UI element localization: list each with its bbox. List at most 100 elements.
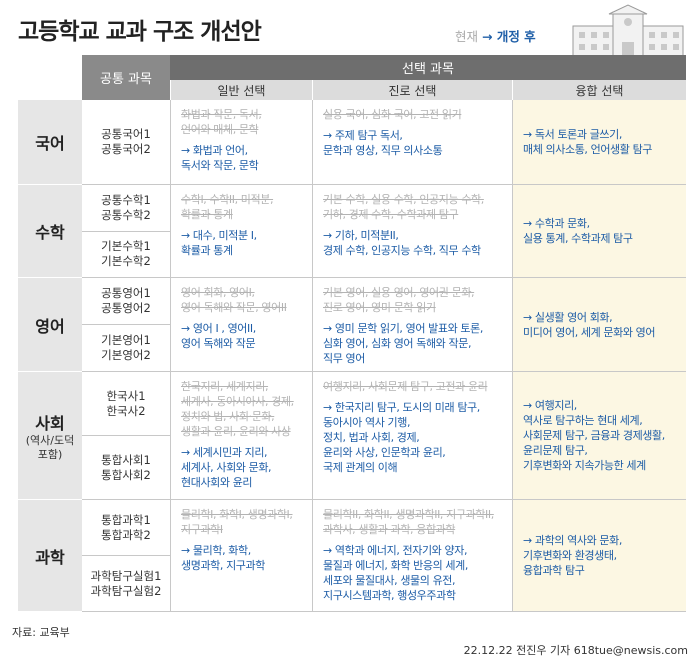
- common-group: 기본수학1 기본수학2: [82, 230, 170, 278]
- new-subject: → 물리학, 화학,: [181, 544, 251, 557]
- subject-name: 수학: [35, 223, 65, 242]
- fusion-cell: → 실생활 영어 회화, 미디어 영어, 세계 문화와 영어: [512, 278, 686, 372]
- general-cell: 영어 회화, 영어I, 영어 독해와 작문, 영어II → 영어 I , 영어II,…: [170, 278, 312, 372]
- old-subject: 기본 수학, 실용 수학, 인공지능 수학,: [323, 193, 484, 206]
- new-subject: → 영미 문학 읽기, 영어 발표와 토론,: [323, 322, 483, 335]
- new-subject: → 대수, 미적분 I,: [181, 229, 257, 242]
- subject-note: 포함): [37, 447, 63, 461]
- fusion-subject: → 수학과 문화,: [523, 217, 590, 230]
- new-subject: → 주제 탐구 독서,: [323, 129, 403, 142]
- fusion-subject: → 과학의 역사와 문화,: [523, 534, 622, 547]
- fusion-subject: 사회문제 탐구, 금융과 경제생활,: [523, 429, 665, 442]
- common-group: 통합사회1 통합사회2: [82, 435, 170, 499]
- new-subject: 윤리와 사상, 인문학과 윤리,: [323, 446, 446, 459]
- new-subject: 심화 영어, 심화 영어 독해와 작문,: [323, 337, 472, 350]
- common-group: 통합과학1 통합과학2: [82, 500, 170, 555]
- common-subject: 공통수학2: [101, 207, 151, 222]
- career-cell: 물리학II, 화학II, 생명과학II, 지구과학II, 과학사, 생활과 과학,…: [312, 500, 512, 612]
- fusion-subject: 윤리문제 탐구,: [523, 444, 588, 457]
- legend: 현재 → 개정 후: [455, 26, 536, 45]
- common-subject: 통합사회2: [101, 467, 151, 482]
- column-header: 융합 선택: [512, 80, 686, 100]
- credit: 22.12.22 전진우 기자 618tue@newsis.com: [463, 644, 688, 657]
- fusion-subject: → 독서 토론과 글쓰기,: [523, 128, 622, 141]
- building-icon: [572, 4, 684, 56]
- new-subject: 생명과학, 지구과학: [181, 559, 265, 572]
- old-subject: 여행지리, 사회문제 탐구, 고전과 윤리: [323, 380, 488, 393]
- fusion-subject: 융합과학 탐구: [523, 564, 585, 577]
- common-group: 공통영어1 공통영어2: [82, 278, 170, 324]
- general-cell: 화법과 작문, 독서, 언어와 매체, 문학 → 화법과 언어, 독서와 작문, 문학: [170, 100, 312, 185]
- common-group: 한국사1 한국사2: [82, 372, 170, 435]
- subject-cell: 과학: [18, 500, 82, 612]
- subject-name: 과학: [35, 547, 65, 567]
- common-group: 공통수학1 공통수학2: [82, 185, 170, 231]
- old-subject: 실용 국어, 심화 국어, 고전 읽기: [323, 108, 462, 121]
- career-cell: 기본 영어, 실용 영어, 영어권 문화, 진로 영어, 영미 문학 읽기 → 영미…: [312, 278, 512, 372]
- column-header: 진로 선택: [312, 80, 512, 100]
- legend-before: 현재: [455, 29, 479, 44]
- old-subject: 기본 영어, 실용 영어, 영어권 문화,: [323, 286, 475, 299]
- subject-cell: 국어: [18, 100, 82, 185]
- fusion-subject: → 여행지리,: [523, 399, 577, 412]
- old-subject: 수학I, 수학II, 미적분,: [181, 193, 274, 206]
- common-subject: 과학탐구실험1: [90, 568, 162, 583]
- common-subject: 한국사2: [106, 403, 146, 418]
- general-cell: 수학I, 수학II, 미적분, 확률과 통계 → 대수, 미적분 I, 확률과 통계: [170, 185, 312, 278]
- fusion-subject: 미디어 영어, 세계 문화와 영어: [523, 325, 656, 339]
- common-subject: 공통국어1: [101, 127, 151, 141]
- fusion-cell: → 독서 토론과 글쓰기, 매체 의사소통, 언어생활 탐구: [512, 100, 686, 185]
- old-subject: 영어 회화, 영어I,: [181, 286, 255, 299]
- old-subject: 과학사, 생활과 과학, 융합과학: [323, 523, 456, 536]
- common-group: 공통국어1 공통국어2: [82, 100, 170, 184]
- general-cell: 한국지리, 세계지리, 세계사, 동아시아사, 경제, 정치와 법, 사회·문화, 생…: [170, 372, 312, 500]
- common-subject: 통합과학1: [101, 512, 151, 527]
- new-subject: 영어 독해와 작문: [181, 337, 256, 350]
- fusion-subject: 기후변화와 지속가능한 세계: [523, 459, 646, 472]
- new-subject: 현대사회와 윤리: [181, 476, 253, 489]
- common-cell: 한국사1 한국사2 통합사회1 통합사회2: [82, 372, 170, 500]
- common-subject: 한국사1: [106, 388, 146, 403]
- elective-header: 선택 과목: [170, 55, 686, 80]
- fusion-subject: 기후변화와 환경생태,: [523, 549, 617, 562]
- career-cell: 여행지리, 사회문제 탐구, 고전과 윤리 → 한국지리 탐구, 도시의 미래 탐…: [312, 372, 512, 500]
- common-cell: 공통수학1 공통수학2 기본수학1 기본수학2: [82, 185, 170, 278]
- old-subject: 화법과 작문, 독서,: [181, 108, 262, 121]
- common-cell: 공통영어1 공통영어2 기본영어1 기본영어2: [82, 278, 170, 372]
- old-subject: 영어 독해와 작문, 영어II: [181, 301, 287, 314]
- common-subject: 기본영어1: [101, 333, 151, 347]
- common-subject: 공통영어2: [101, 301, 151, 315]
- common-subject: 기본수학1: [101, 239, 151, 254]
- old-subject: 진로 영어, 영미 문학 읽기: [323, 301, 436, 314]
- common-subject: 공통국어2: [101, 142, 151, 156]
- old-subject: 정치와 법, 사회·문화,: [181, 410, 275, 423]
- fusion-subject: → 실생활 영어 회화,: [523, 310, 613, 324]
- new-subject: 확률과 통계: [181, 244, 233, 257]
- new-subject: → 화법과 언어,: [181, 144, 248, 157]
- fusion-cell: → 여행지리, 역사로 탐구하는 현대 세계, 사회문제 탐구, 금융과 경제생활,…: [512, 372, 686, 500]
- new-subject: 국제 관계의 이해: [323, 461, 398, 474]
- old-subject: 세계사, 동아시아사, 경제,: [181, 395, 294, 408]
- new-subject: 동아시아 역사 기행,: [323, 416, 411, 429]
- old-subject: 언어와 매체, 문학: [181, 123, 259, 136]
- fusion-cell: → 수학과 문화, 실용 통계, 수학과제 탐구: [512, 185, 686, 278]
- fusion-subject: 역사로 탐구하는 현대 세계,: [523, 414, 643, 427]
- subject-note: (역사/도덕: [25, 433, 75, 447]
- common-group: 과학탐구실험1 과학탐구실험2: [82, 555, 170, 611]
- new-subject: 경제 수학, 인공지능 수학, 직무 수학: [323, 244, 481, 257]
- subject-name: 영어: [35, 316, 65, 336]
- subject-name: 사회: [35, 413, 65, 433]
- legend-after: → 개정 후: [482, 29, 536, 44]
- fusion-cell: → 과학의 역사와 문화, 기후변화와 환경생태, 융합과학 탐구: [512, 500, 686, 612]
- common-cell: 통합과학1 통합과학2 과학탐구실험1 과학탐구실험2: [82, 500, 170, 612]
- common-cell: 공통국어1 공통국어2: [82, 100, 170, 185]
- general-cell: 물리학I, 화학I, 생명과학I, 지구과학I → 물리학, 화학, 생명과학, 지구…: [170, 500, 312, 612]
- common-subject: 공통영어1: [101, 286, 151, 300]
- common-subject: 통합사회1: [101, 452, 151, 467]
- fusion-subject: 실용 통계, 수학과제 탐구: [523, 232, 633, 245]
- new-subject: → 한국지리 탐구, 도시의 미래 탐구,: [323, 401, 480, 414]
- common-subject: 기본수학2: [101, 254, 151, 269]
- new-subject: 세계사, 사회와 문화,: [181, 461, 272, 474]
- title: 고등학교 교과 구조 개선안: [18, 19, 262, 45]
